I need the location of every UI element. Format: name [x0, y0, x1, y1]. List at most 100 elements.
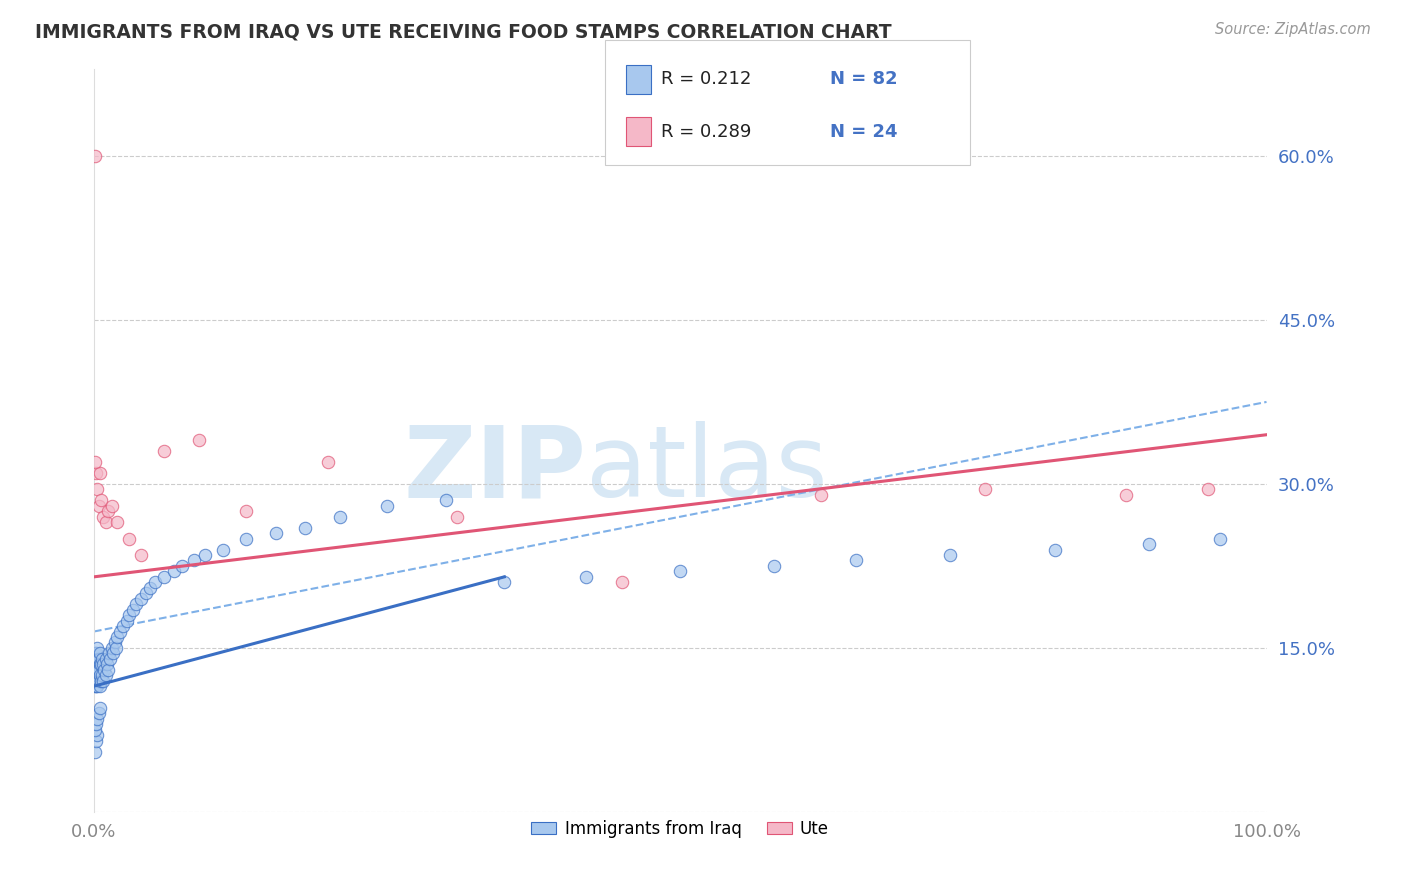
Point [974, 483, 997, 497]
Point [84, 652, 107, 666]
Point [87, 652, 110, 666]
Point [264, 526, 287, 541]
Point [84, 646, 107, 660]
Point [84, 652, 107, 666]
Point [86, 668, 108, 682]
Point [86, 652, 108, 666]
Point [121, 602, 143, 616]
Point [84, 646, 107, 660]
Point [86, 728, 108, 742]
Point [98, 652, 121, 666]
Legend: Immigrants from Iraq, Ute: Immigrants from Iraq, Ute [524, 814, 835, 845]
Point [84, 673, 107, 688]
Point [669, 565, 692, 579]
Point [235, 504, 257, 518]
Point [1137, 537, 1160, 551]
Point [91, 652, 114, 666]
Point [318, 455, 340, 469]
Point [96, 657, 118, 672]
Point [105, 640, 128, 655]
Point [375, 499, 398, 513]
Point [97, 663, 120, 677]
Point [610, 575, 633, 590]
Point [153, 444, 176, 458]
Point [98, 646, 121, 660]
Point [845, 553, 868, 567]
Point [84, 657, 107, 672]
Point [108, 624, 131, 639]
Point [84, 723, 107, 737]
Text: atlas: atlas [586, 421, 828, 518]
Point [494, 575, 516, 590]
Point [89, 657, 111, 672]
Point [188, 433, 211, 447]
Point [84, 455, 107, 469]
Point [125, 597, 148, 611]
Point [84, 663, 107, 677]
Point [86, 712, 108, 726]
Point [84, 668, 107, 682]
Point [101, 646, 124, 660]
Point [235, 532, 257, 546]
Text: N = 24: N = 24 [830, 122, 897, 141]
Text: IMMIGRANTS FROM IRAQ VS UTE RECEIVING FOOD STAMPS CORRELATION CHART: IMMIGRANTS FROM IRAQ VS UTE RECEIVING FO… [35, 22, 891, 41]
Point [100, 640, 122, 655]
Point [100, 499, 122, 513]
Point [212, 542, 235, 557]
Point [434, 493, 457, 508]
Point [763, 558, 786, 573]
Point [939, 548, 962, 562]
Point [329, 509, 352, 524]
Point [91, 673, 114, 688]
Point [153, 570, 176, 584]
Point [84, 657, 107, 672]
Point [135, 586, 157, 600]
Point [84, 466, 107, 480]
Point [129, 548, 152, 562]
Point [115, 614, 138, 628]
Point [94, 652, 117, 666]
Point [87, 706, 110, 721]
Point [86, 640, 108, 655]
Point [87, 673, 110, 688]
Text: ZIP: ZIP [404, 421, 586, 518]
Text: R = 0.212: R = 0.212 [661, 70, 751, 88]
Point [90, 657, 112, 672]
Point [1045, 542, 1067, 557]
Point [86, 679, 108, 693]
Point [89, 679, 111, 693]
Point [1115, 488, 1137, 502]
Point [118, 608, 141, 623]
Point [105, 630, 128, 644]
Point [183, 553, 205, 567]
Point [129, 591, 152, 606]
Point [105, 515, 128, 529]
Point [86, 663, 108, 677]
Point [143, 575, 166, 590]
Point [163, 565, 186, 579]
Point [89, 701, 111, 715]
Point [90, 493, 112, 508]
Point [294, 521, 316, 535]
Point [575, 570, 598, 584]
Point [87, 499, 110, 513]
Point [91, 509, 114, 524]
Point [91, 668, 114, 682]
Point [84, 149, 107, 163]
Point [89, 466, 111, 480]
Point [1208, 532, 1230, 546]
Point [89, 646, 111, 660]
Point [84, 679, 107, 693]
Point [446, 509, 468, 524]
Point [170, 558, 193, 573]
Point [104, 635, 127, 649]
Text: R = 0.289: R = 0.289 [661, 122, 751, 141]
Point [139, 581, 162, 595]
Text: N = 82: N = 82 [830, 70, 897, 88]
Point [90, 673, 112, 688]
Point [84, 668, 107, 682]
Point [84, 663, 107, 677]
Point [97, 504, 120, 518]
Point [89, 668, 111, 682]
Point [84, 717, 107, 731]
